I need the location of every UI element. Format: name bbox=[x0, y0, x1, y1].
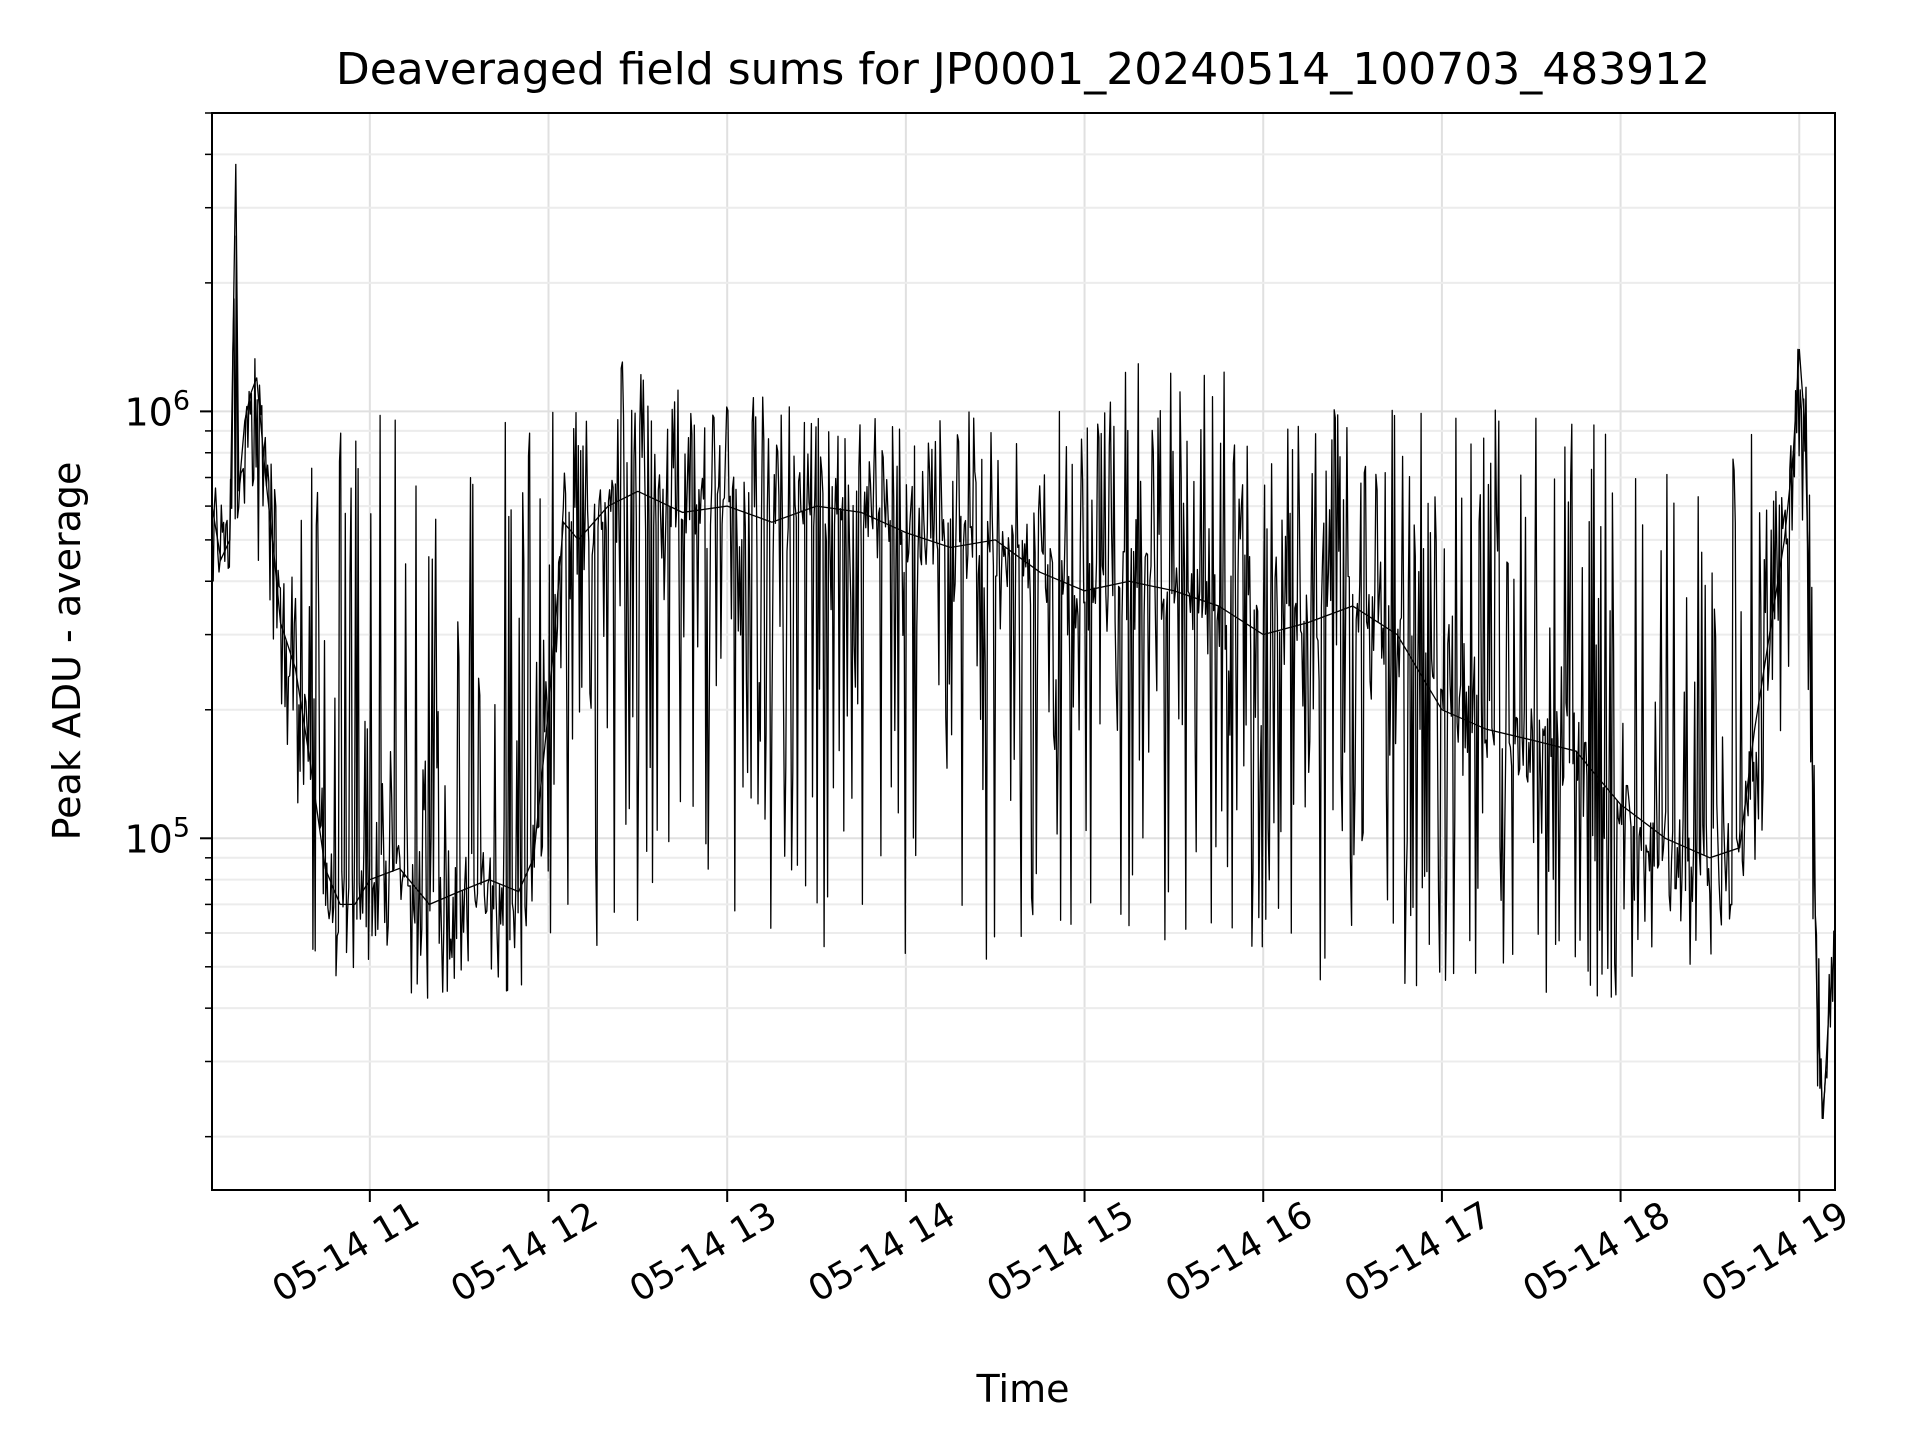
y-tick-label: 106 bbox=[124, 385, 190, 434]
y-tick-label: 105 bbox=[124, 812, 190, 861]
series-line bbox=[211, 235, 1836, 1120]
axes-frame bbox=[211, 112, 1836, 1191]
x-axis-label: Time bbox=[976, 1367, 1070, 1411]
left-mask bbox=[0, 0, 211, 1440]
right-mask bbox=[1836, 0, 1920, 1440]
y-axis-label: Peak ADU - average bbox=[45, 462, 89, 841]
series-trend-line bbox=[211, 163, 1836, 1120]
chart-title: Deaveraged field sums for JP0001_2024051… bbox=[336, 44, 1710, 95]
